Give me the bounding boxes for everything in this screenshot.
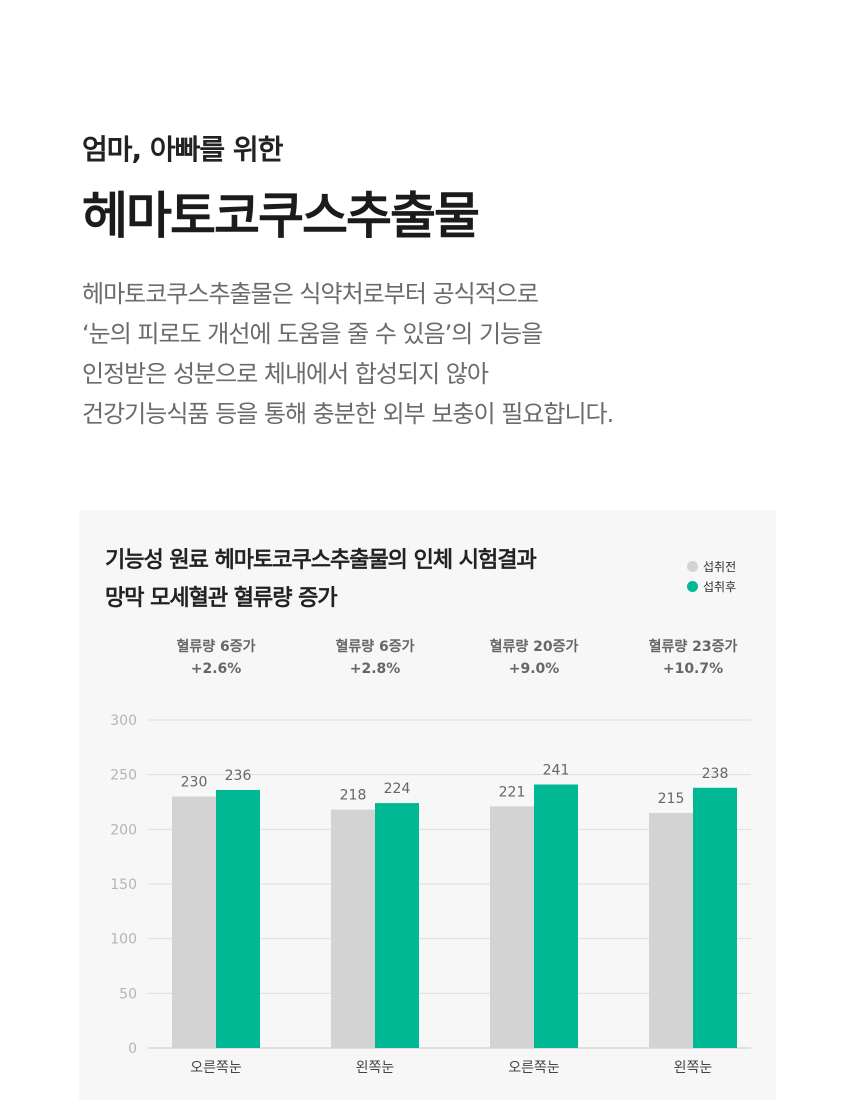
x-tick-label: 오른쪽눈 xyxy=(508,1060,560,1076)
change-annotation-label: 혈류량 20증가 xyxy=(490,638,579,655)
legend-label-before: 섭취전 xyxy=(703,559,737,574)
y-tick-label: 50 xyxy=(119,986,137,1002)
x-tick-label: 왼쪽눈 xyxy=(356,1060,395,1076)
change-annotation-label: 혈류량 23증가 xyxy=(649,638,738,655)
chart-title-line: 망막 모세혈관 혈류량 증가 xyxy=(105,586,338,611)
description-line: 헤마토코쿠스추출물은 식약처로부터 공식적으로 xyxy=(82,280,539,308)
data-label-before: 230 xyxy=(181,775,208,791)
description-line: 건강기능식품 등을 통해 충분한 외부 보충이 필요합니다. xyxy=(82,400,614,428)
data-label-after: 236 xyxy=(225,768,252,784)
chart-panel: 기능성 원료 헤마토코쿠스추출물의 인체 시험결과 망막 모세혈관 혈류량 증가… xyxy=(79,510,776,1100)
page-title: 헤마토코쿠스추출물 xyxy=(82,187,480,245)
y-tick-label: 200 xyxy=(110,822,137,838)
chart-title-line: 기능성 원료 헤마토코쿠스추출물의 인체 시험결과 xyxy=(105,548,537,573)
data-label-before: 221 xyxy=(499,784,526,800)
page-subtitle: 엄마, 아빠를 위한 xyxy=(82,133,283,166)
change-annotation-label: 혈류량 6증가 xyxy=(335,638,414,655)
data-label-after: 238 xyxy=(702,766,729,782)
bar-before xyxy=(490,806,534,1048)
bar-before xyxy=(331,809,375,1048)
legend-swatch-after xyxy=(687,580,698,592)
change-annotation-percent: +10.7% xyxy=(663,661,723,677)
chart-legend: 섭취전 섭취후 xyxy=(687,556,736,596)
y-tick-label: 100 xyxy=(110,932,137,948)
change-annotation-percent: +2.6% xyxy=(191,661,242,677)
y-tick-label: 150 xyxy=(110,877,137,893)
bar-after xyxy=(216,789,260,1048)
change-annotation-percent: +2.8% xyxy=(350,661,401,677)
chart-title: 기능성 원료 헤마토코쿠스추출물의 인체 시험결과 망막 모세혈관 혈류량 증가 xyxy=(105,542,537,618)
bar-after xyxy=(693,787,737,1048)
data-label-before: 218 xyxy=(340,788,367,804)
y-tick-label: 300 xyxy=(110,713,137,729)
bar-before xyxy=(649,812,693,1048)
data-label-after: 224 xyxy=(384,781,411,797)
legend-label-after: 섭취후 xyxy=(703,579,737,594)
bar-after xyxy=(534,784,578,1048)
x-tick-label: 왼쪽눈 xyxy=(674,1060,713,1076)
change-annotation-label: 혈류량 6증가 xyxy=(176,638,255,655)
y-tick-label: 0 xyxy=(128,1041,137,1057)
data-label-after: 241 xyxy=(543,763,570,779)
description: 헤마토코쿠스추출물은 식약처로부터 공식적으로 ‘눈의 피로도 개선에 도움을 … xyxy=(82,274,614,434)
change-annotation-percent: +9.0% xyxy=(509,661,560,677)
legend-swatch-before xyxy=(687,560,698,572)
bar-before xyxy=(172,796,216,1048)
data-label-before: 215 xyxy=(658,791,685,807)
bar-after xyxy=(375,803,419,1048)
description-line: ‘눈의 피로도 개선에 도움을 줄 수 있음’의 기능을 xyxy=(82,320,543,348)
description-line: 인정받은 성분으로 체내에서 합성되지 않아 xyxy=(82,360,489,388)
legend-item-after: 섭취후 xyxy=(687,576,736,596)
bar-chart: 0 50 100 150 200 250 300 230 236 오른쪽눈 혈류량 6증가 +2.6%… xyxy=(110,638,751,1076)
x-tick-label: 오른쪽눈 xyxy=(190,1060,242,1076)
legend-item-before: 섭취전 xyxy=(687,556,736,576)
y-tick-label: 250 xyxy=(110,768,137,784)
